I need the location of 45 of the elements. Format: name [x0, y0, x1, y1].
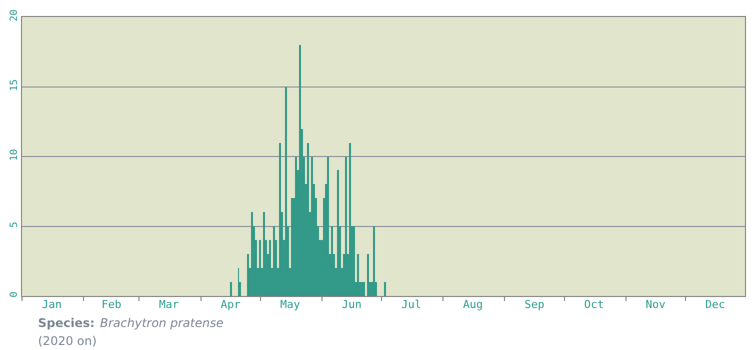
bar: [295, 157, 297, 296]
bar: [269, 240, 271, 296]
x-tick-label: Aug: [462, 298, 483, 311]
bar: [311, 157, 313, 296]
bar: [373, 226, 375, 296]
bar: [279, 143, 281, 296]
bar: [349, 143, 351, 296]
y-tick-label: 10: [9, 148, 20, 162]
bar: [259, 240, 261, 296]
bar: [331, 226, 333, 296]
bar: [357, 254, 359, 296]
bar: [263, 212, 265, 296]
x-tick-label: Apr: [220, 298, 241, 311]
bar: [273, 226, 275, 296]
y-tick-label: 15: [9, 79, 20, 92]
y-tick-label: 5: [9, 222, 20, 228]
x-tick-label: Dec: [705, 298, 726, 311]
x-tick-label: Sep: [524, 298, 544, 311]
x-tick-label: Feb: [101, 298, 122, 311]
x-tick-label: Jun: [342, 298, 362, 311]
text: (2020 on): [38, 334, 97, 348]
y-tick-label: 0: [9, 291, 20, 298]
text: Species:: [38, 316, 95, 330]
bar: [384, 282, 386, 296]
bar: [363, 282, 365, 296]
bar: [247, 254, 249, 296]
bar: [285, 87, 287, 296]
y-tick-label: 20: [9, 9, 20, 22]
bar: [337, 170, 339, 296]
x-tick-label: Mar: [159, 298, 180, 311]
x-tick-label: Jan: [42, 298, 62, 311]
bar: [367, 254, 369, 296]
bar: [251, 212, 253, 296]
x-tick-label: Oct: [584, 298, 604, 311]
bar: [345, 157, 347, 296]
bar: [307, 143, 309, 296]
bar: [299, 45, 301, 296]
x-tick-label: Jul: [401, 298, 422, 311]
bar: [230, 282, 232, 296]
bar: [327, 157, 329, 296]
bar: [291, 198, 293, 296]
x-tick-label: Nov: [646, 298, 666, 311]
text: Brachytron pratense: [100, 316, 224, 330]
bar: [353, 226, 355, 296]
x-tick-label: May: [280, 298, 300, 311]
